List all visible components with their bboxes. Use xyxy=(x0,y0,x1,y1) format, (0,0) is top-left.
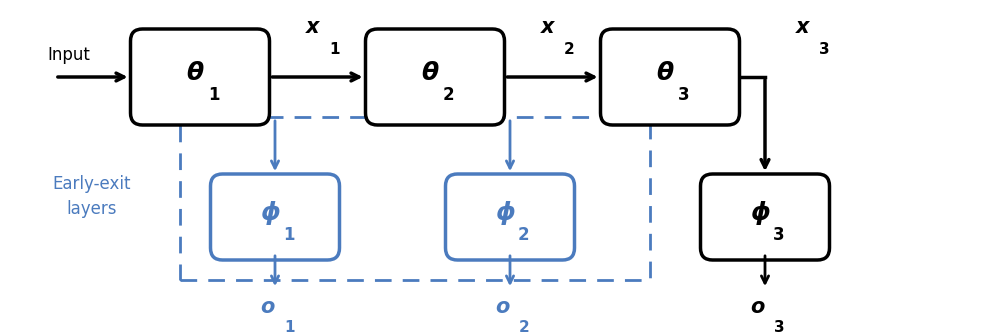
Text: 1: 1 xyxy=(284,320,294,332)
FancyBboxPatch shape xyxy=(600,29,740,125)
Text: $\boldsymbol{\phi}$: $\boldsymbol{\phi}$ xyxy=(259,199,280,227)
FancyBboxPatch shape xyxy=(210,174,340,260)
Text: 3: 3 xyxy=(678,86,690,104)
FancyBboxPatch shape xyxy=(446,174,574,260)
Text: $\boldsymbol{x}$: $\boldsymbol{x}$ xyxy=(304,17,321,37)
Text: $\boldsymbol{x}$: $\boldsymbol{x}$ xyxy=(539,17,556,37)
Text: 2: 2 xyxy=(564,42,574,57)
Text: 1: 1 xyxy=(329,42,340,57)
Text: 2: 2 xyxy=(519,320,529,332)
FancyBboxPatch shape xyxy=(701,174,830,260)
Text: $\boldsymbol{o}$: $\boldsymbol{o}$ xyxy=(496,297,510,317)
Text: $\boldsymbol{o}$: $\boldsymbol{o}$ xyxy=(260,297,276,317)
Text: 1: 1 xyxy=(283,226,294,244)
FancyBboxPatch shape xyxy=(366,29,504,125)
Text: $\boldsymbol{\phi}$: $\boldsymbol{\phi}$ xyxy=(495,199,515,227)
Text: 1: 1 xyxy=(208,86,219,104)
Text: $\boldsymbol{\theta}$: $\boldsymbol{\theta}$ xyxy=(185,61,204,85)
Text: 3: 3 xyxy=(774,320,785,332)
Text: 2: 2 xyxy=(443,86,455,104)
Text: $\boldsymbol{o}$: $\boldsymbol{o}$ xyxy=(750,297,766,317)
Text: $\boldsymbol{\phi}$: $\boldsymbol{\phi}$ xyxy=(750,199,771,227)
Text: 3: 3 xyxy=(773,226,785,244)
Text: Input: Input xyxy=(47,46,90,64)
Text: $\boldsymbol{x}$: $\boldsymbol{x}$ xyxy=(795,17,812,37)
FancyBboxPatch shape xyxy=(131,29,269,125)
Text: $\boldsymbol{\theta}$: $\boldsymbol{\theta}$ xyxy=(656,61,674,85)
Text: 2: 2 xyxy=(518,226,529,244)
Text: 3: 3 xyxy=(819,42,830,57)
Text: $\boldsymbol{\theta}$: $\boldsymbol{\theta}$ xyxy=(421,61,440,85)
Text: Early-exit
layers: Early-exit layers xyxy=(53,176,132,218)
